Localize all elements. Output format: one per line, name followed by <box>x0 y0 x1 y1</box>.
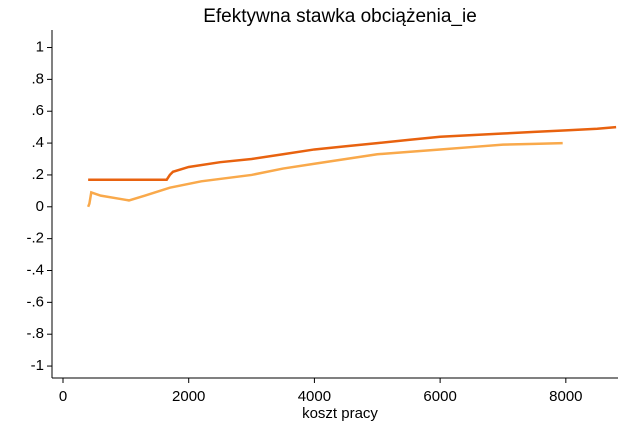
x-tick-label: 0 <box>59 388 67 405</box>
y-tick-label: -.6 <box>26 293 44 310</box>
data-line <box>86 141 563 208</box>
y-tick-label: .4 <box>31 134 44 151</box>
x-tick-label: 8000 <box>549 388 582 405</box>
y-tick-label: 0 <box>36 198 44 215</box>
x-tick-label: 4000 <box>298 388 331 405</box>
y-tick-label: .2 <box>31 166 44 183</box>
x-tick-label: 6000 <box>423 388 456 405</box>
x-tick-label: 2000 <box>172 388 205 405</box>
y-tick-label: .8 <box>31 70 44 87</box>
y-tick-label: -1 <box>31 357 44 374</box>
x-axis-label: koszt pracy <box>302 405 378 422</box>
y-tick-label: -.4 <box>26 261 44 278</box>
y-tick-label: 1 <box>36 38 44 55</box>
data-line <box>88 125 617 181</box>
y-tick-label: .6 <box>31 102 44 119</box>
chart-title: Efektywna stawka obciążenia_ie <box>203 6 477 27</box>
y-tick-label: -.2 <box>26 230 44 247</box>
y-tick-label: -.8 <box>26 325 44 342</box>
